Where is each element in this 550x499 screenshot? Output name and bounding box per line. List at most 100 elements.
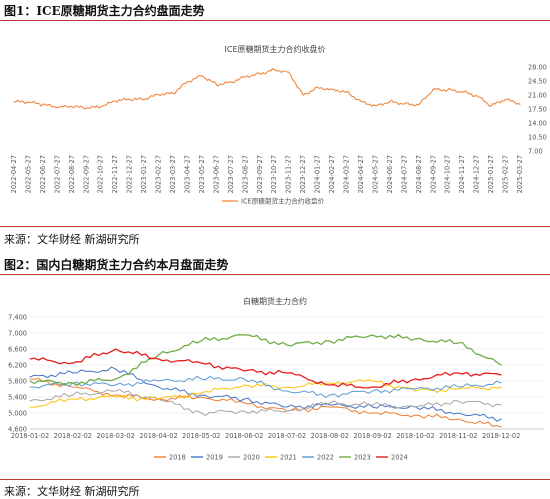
figure2-source-divider [0,479,550,480]
chart2-x-tick-label: 2018-01-02 [11,432,49,440]
chart2-data-point-2022 [329,394,331,396]
chart1-data-point [418,104,420,106]
chart1-y-tick-label: 10.50 [528,133,547,141]
chart2-data-point-2024 [72,362,74,364]
chart2-data-point-2023 [457,342,459,344]
chart1-x-tick-label: 2023-08-27 [241,155,249,193]
chart1-data-point [172,92,174,94]
chart1-x-tick-label: 2023-07-27 [227,155,235,193]
chart1-x-tick-label: 2025-02-27 [502,155,510,193]
chart2-data-point-2021 [329,382,331,384]
chart2-data-point-2019 [200,394,202,396]
chart1-series-line [13,67,521,110]
chart1-x-tick-label: 2024-01-27 [314,155,322,193]
chart1-data-point [13,101,15,103]
chart1-x-tick-label: 2025-01-27 [487,155,495,193]
chart2-data-point-2024 [286,372,288,374]
chart2-x-tick-label: 2018-09-02 [354,432,392,440]
chart2-data-point-2024 [457,372,459,374]
chart2-data-point-2022 [115,384,117,386]
chart2-data-point-2023 [415,338,416,340]
chart2-legend-label-2024: 2024 [391,453,408,461]
chart2-data-point-2024 [115,348,117,350]
chart2-series-line-2018 [29,377,502,428]
chart2-data-point-2018 [29,378,31,380]
chart2-x-tick-label: 2018-02-02 [54,432,92,440]
chart1-x-tick-label: 2024-05-27 [371,155,379,193]
chart1-x-tick-label: 2023-04-27 [183,155,191,193]
chart1-x-tick-label: 2023-11-27 [285,155,293,193]
chart2-data-point-2022 [286,390,288,392]
chart1-data-point [317,86,319,88]
chart1-data-point [331,88,333,90]
figure2-source: 来源：文华财经 新湖研究所 [4,485,140,498]
chart1-x-tick-label: 2024-07-27 [400,155,408,193]
chart2-data-point-2020 [329,402,331,404]
chart2-data-point-2023 [243,334,245,336]
chart2-data-point-2024 [29,358,31,360]
chart2-legend-label-2021: 2021 [280,453,297,461]
chart1-x-tick-label: 2022-11-27 [111,155,119,193]
chart2-legend-label-2018: 2018 [169,453,186,461]
chart1-x-tick-label: 2024-09-27 [429,155,437,193]
chart1-x-tick-label: 2024-08-27 [415,155,423,193]
chart2-data-point-2020 [457,400,459,402]
chart2-data-point-2018 [329,406,331,408]
chart1-data-point [461,91,463,93]
chart1-data-point [432,88,434,90]
chart2-data-point-2023 [158,354,159,356]
chart2-x-tick-label: 2018-12-02 [482,432,520,440]
chart2-data-point-2024 [500,374,502,376]
chart1-x-tick-label: 2023-02-27 [155,155,163,193]
chart1-data-point [143,98,145,100]
chart2-data-point-2023 [372,334,374,336]
chart2-data-point-2022 [200,378,202,380]
chart1-data-point [27,101,30,103]
chart2-x-tick-label: 2018-05-02 [182,432,220,440]
chart1-x-tick-label: 2023-06-27 [212,155,220,193]
chart2-data-point-2019 [372,406,374,408]
chart1-data-point [114,100,116,102]
chart1-data-point [447,89,449,91]
chart2-data-point-2019 [158,386,159,388]
chart1-y-tick-label: 7.00 [528,147,543,155]
chart1-x-tick-label: 2022-07-27 [53,155,61,193]
chart1-x-tick-label: 2024-10-27 [444,155,452,193]
chart2-data-point-2018 [457,418,459,420]
figure2-header: 图2：国内白糖期货主力合约本月盘面走势 [0,254,550,275]
figure1-header: 图1：ICE原糖期货主力合约盘面走势 [0,0,550,21]
chart2-data-point-2020 [500,404,502,406]
chart1-data-point [215,84,217,86]
chart1-x-tick-label: 2024-06-27 [386,155,394,193]
chart2-x-tick-label: 2018-04-02 [139,432,177,440]
chart2-data-point-2020 [72,394,74,396]
chart2-data-point-2019 [500,418,502,420]
chart1-title: ICE原糖期货主力合约收盘价 [224,45,326,54]
chart2-data-point-2023 [329,340,331,342]
chart2-x-tick-label: 2018-10-02 [396,432,434,440]
chart1-data-point [42,104,44,106]
chart2-series-line-2024 [29,348,502,389]
chart2-data-point-2021 [372,380,374,382]
chart1-x-tick-label: 2024-11-27 [458,155,466,193]
chart2-legend-label-2019: 2019 [206,453,223,461]
chart1-data-point [288,71,290,73]
chart1-data-point [360,100,362,102]
chart2-y-tick-label: 6,200 [8,361,27,369]
chart2-y-tick-label: 5,800 [8,377,27,385]
chart1-data-point [157,94,160,96]
chart2-data-point-2023 [29,380,31,382]
chart1-plot: 28.00 24.50 21.00 17.50 14.00 10.50 7.00 2022-0… [10,63,547,206]
chart2-data-point-2020 [286,410,288,412]
chart2-x-tick-label: 2018-06-02 [225,432,263,440]
chart1-x-tick-label: 2023-01-27 [140,155,148,193]
chart2-x-tick-label: 2018-07-02 [268,432,306,440]
chart1-legend-label: ICE原糖期货主力合约收盘价 [241,197,325,206]
chart1-data-point [389,100,391,102]
chart2-data-point-2020 [372,404,374,406]
chart1-data-point [56,106,58,108]
chart2-data-point-2021 [29,406,31,408]
chart1-x-tick-label: 2024-03-27 [343,155,351,193]
chart2-data-point-2024 [329,384,331,386]
chart2-data-point-2020 [29,400,31,402]
